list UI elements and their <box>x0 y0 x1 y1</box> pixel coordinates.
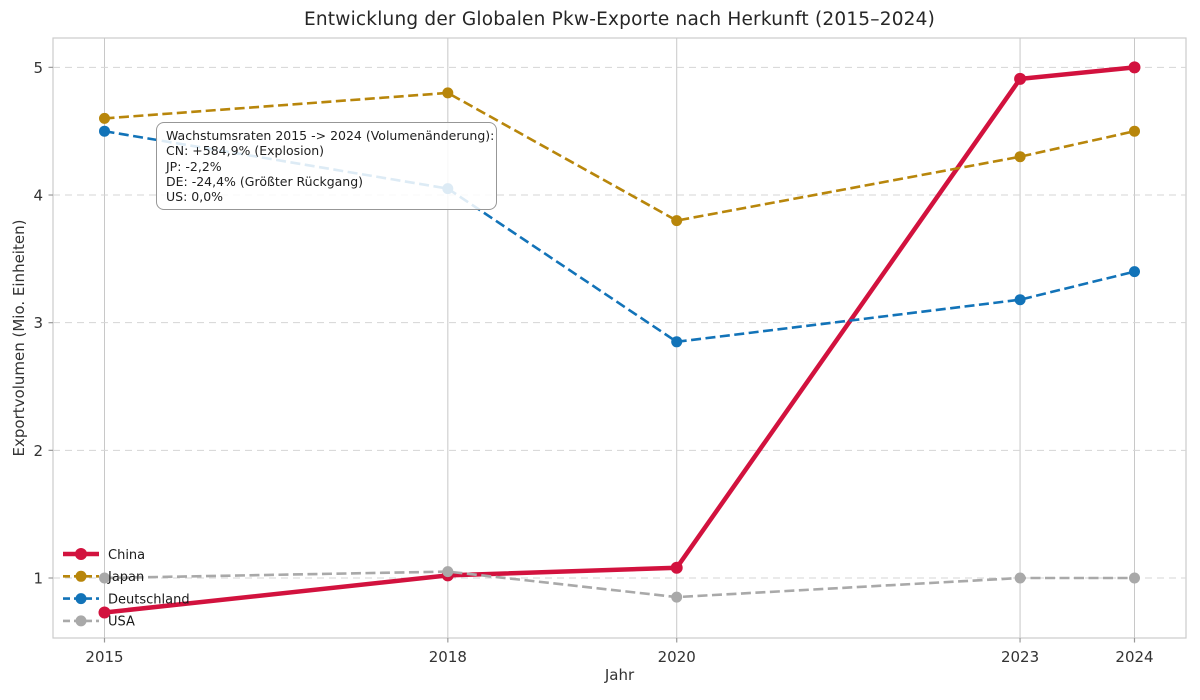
legend-item-china: China <box>63 548 145 563</box>
legend-marker <box>75 615 87 627</box>
data-point <box>99 572 110 584</box>
annotation-line: JP: -2,2% <box>166 158 222 174</box>
data-point <box>1129 572 1140 584</box>
y-tick-label: 4 <box>33 187 43 205</box>
x-tick-label: 2018 <box>429 648 467 666</box>
series-line <box>104 91 1135 222</box>
annotation-line: CN: +584,9% (Explosion) <box>166 143 325 159</box>
y-tick-label: 1 <box>33 570 43 588</box>
series-china <box>98 61 1141 619</box>
data-point <box>671 591 683 603</box>
series-usa <box>99 566 1140 603</box>
y-tick-label: 3 <box>33 314 43 332</box>
data-point <box>99 112 110 124</box>
legend-item-deutschland: Deutschland <box>63 592 190 607</box>
x-tick-label: 2024 <box>1115 648 1153 666</box>
legend-label: China <box>108 548 145 563</box>
legend-marker <box>75 593 87 605</box>
data-point <box>1129 266 1140 278</box>
data-point <box>670 561 683 574</box>
legend-marker <box>75 548 87 560</box>
y-tick-label: 5 <box>33 59 43 77</box>
x-tick-label: 2020 <box>658 648 696 666</box>
plot-frame <box>52 37 1187 639</box>
data-point <box>1014 572 1026 584</box>
legend-item-japan: Japan <box>63 570 144 585</box>
data-point <box>1129 125 1140 137</box>
legend-marker <box>75 570 87 582</box>
data-point <box>442 87 454 99</box>
data-point <box>442 566 454 578</box>
data-point <box>1128 61 1141 74</box>
series-japan <box>99 87 1140 227</box>
y-axis-label-text: Exportvolumen (Mio. Einheiten) <box>10 219 28 457</box>
legend-label: USA <box>108 615 135 630</box>
legend-item-usa: USA <box>63 615 135 630</box>
x-axis-label: Jahr <box>604 666 635 684</box>
annotation-line: US: 0,0% <box>166 189 224 205</box>
data-point <box>98 606 111 619</box>
x-tick-label: 2015 <box>85 648 123 666</box>
data-point <box>1014 72 1027 85</box>
legend-label: Japan <box>107 570 144 585</box>
chart-title: Entwicklung der Globalen Pkw-Exporte nac… <box>303 9 936 30</box>
annotation-line: DE: -24,4% (Größter Rückgang) <box>166 173 364 189</box>
series-line <box>104 570 1135 599</box>
annotation-box: Wachstumsraten 2015 -> 2024 (Volumenände… <box>156 122 497 211</box>
data-point <box>671 336 683 348</box>
legend: China Japan Deutschland USA <box>63 548 190 630</box>
data-point <box>671 215 683 227</box>
y-tick-label: 2 <box>33 442 43 460</box>
data-point <box>1014 294 1026 306</box>
data-point <box>99 125 110 137</box>
annotation-line: Wachstumsraten 2015 -> 2024 (Volumenände… <box>166 128 495 143</box>
legend-label: Deutschland <box>108 592 190 607</box>
data-point <box>1014 151 1026 163</box>
x-tick-label: 2023 <box>1001 648 1039 666</box>
